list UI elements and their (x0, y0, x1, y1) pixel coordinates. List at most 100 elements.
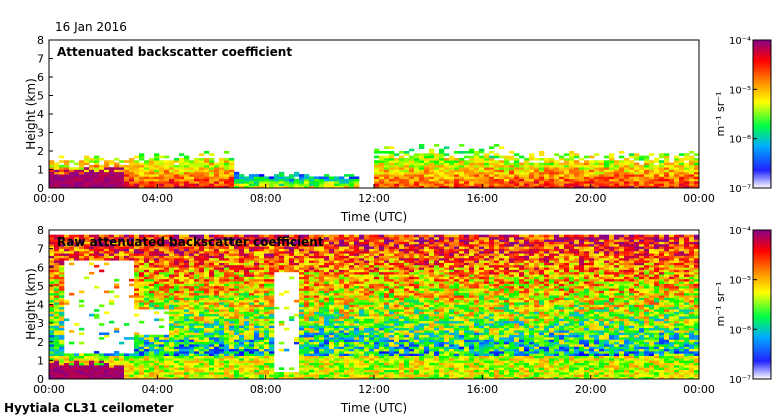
heat-cell (184, 369, 190, 373)
heat-cell (124, 365, 130, 368)
heat-cell (279, 236, 285, 240)
heat-cell (339, 316, 345, 319)
heat-cell (339, 297, 345, 301)
heat-cell (219, 262, 225, 266)
heat-cell (199, 178, 205, 182)
heat-cell (544, 171, 550, 175)
heat-cell (204, 339, 210, 343)
heat-cell (244, 267, 250, 270)
heat-cell (254, 248, 260, 252)
heat-cell (289, 260, 295, 263)
heat-cell (154, 295, 160, 298)
heat-cell (334, 248, 340, 252)
heat-cell (499, 183, 505, 186)
heat-cell (139, 355, 145, 359)
heat-cell (299, 306, 305, 310)
heat-cell (679, 157, 685, 161)
heat-cell (404, 153, 410, 156)
heat-cell (239, 250, 245, 254)
heat-cell (374, 318, 380, 322)
heat-cell (179, 253, 185, 256)
heat-cell (89, 367, 95, 370)
heat-cell (124, 185, 130, 189)
heat-cell (324, 330, 330, 333)
heat-cell (64, 299, 70, 303)
heat-cell (629, 160, 635, 163)
heat-cell (359, 330, 365, 333)
heat-cell (384, 292, 390, 296)
heat-cell (219, 330, 225, 333)
heat-cell (269, 302, 275, 305)
heat-cell (219, 362, 225, 366)
heat-cell (69, 174, 75, 177)
heat-cell (134, 239, 140, 242)
heat-cell (269, 257, 275, 261)
heat-cell (204, 176, 210, 180)
heat-cell (319, 185, 325, 189)
heat-cell (129, 283, 135, 287)
heat-cell (344, 372, 350, 375)
heat-cell (559, 181, 565, 184)
heat-cell (489, 185, 495, 189)
heat-cell (264, 253, 270, 256)
heat-cell (179, 174, 185, 177)
heat-cell (224, 260, 230, 263)
heat-cell (134, 365, 140, 368)
heat-cell (174, 376, 180, 380)
heat-cell (509, 155, 515, 159)
heat-cell (594, 160, 600, 163)
heat-cell (59, 241, 65, 245)
heat-cell (144, 169, 150, 173)
heat-cell (489, 178, 495, 182)
heat-cell (309, 274, 315, 277)
heat-cell (89, 183, 95, 186)
heat-cell (89, 355, 95, 359)
heat-cell (54, 306, 60, 310)
heat-cell (89, 169, 95, 173)
heat-cell (334, 323, 340, 326)
heat-cell (694, 171, 700, 175)
heat-cell (559, 155, 565, 159)
heat-cell (139, 234, 145, 238)
heat-cell (184, 285, 190, 289)
heat-cell (379, 309, 385, 312)
heat-cell (309, 271, 315, 275)
heat-cell (119, 257, 125, 261)
heat-cell (399, 174, 405, 177)
heat-cell (144, 167, 150, 170)
heat-cell (679, 183, 685, 186)
heat-cell (429, 181, 435, 184)
heat-cell (209, 241, 215, 245)
heat-cell (164, 348, 170, 352)
heat-cell (239, 337, 245, 340)
heat-cell (689, 181, 695, 184)
heat-cell (214, 243, 220, 247)
heat-cell (314, 239, 320, 242)
heat-cell (64, 250, 70, 254)
heat-cell (184, 290, 190, 294)
heat-cell (629, 181, 635, 184)
heat-cell (59, 325, 65, 329)
heat-cell (134, 337, 140, 340)
heat-cell (264, 313, 270, 317)
heat-cell (359, 253, 365, 256)
heat-cell (489, 146, 495, 149)
heat-cell (74, 372, 80, 375)
heat-cell (144, 367, 150, 370)
heat-cell (234, 372, 240, 375)
heat-cell (114, 360, 120, 364)
heat-cell (634, 162, 640, 166)
heat-cell (194, 262, 200, 266)
heat-cell (224, 353, 230, 357)
heat-cell (269, 255, 275, 259)
heat-cell (164, 337, 170, 340)
heat-cell (429, 171, 435, 175)
heat-cell (289, 183, 295, 186)
heat-cell (584, 167, 590, 170)
heat-cell (259, 313, 265, 317)
heat-cell (134, 264, 140, 268)
heat-cell (384, 174, 390, 177)
heat-cell (689, 185, 695, 189)
heat-cell (309, 351, 315, 354)
heat-cell (104, 355, 110, 359)
